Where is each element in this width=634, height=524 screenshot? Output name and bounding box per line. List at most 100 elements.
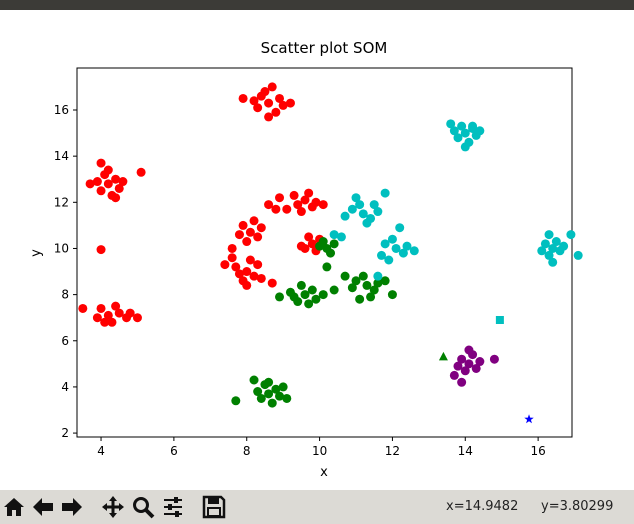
point: [278, 382, 288, 392]
save-button[interactable]: [201, 494, 227, 520]
point: [347, 283, 357, 293]
point: [329, 285, 339, 295]
point: [267, 398, 277, 408]
point: [264, 98, 274, 108]
point: [103, 179, 113, 189]
point: [231, 396, 241, 406]
point: [234, 269, 244, 279]
pan-button[interactable]: [100, 494, 126, 520]
y-axis-label: y: [29, 249, 44, 257]
y-tick-label: 6: [61, 334, 69, 348]
point: [326, 248, 336, 258]
point: [278, 100, 288, 110]
x-axis-label: x: [320, 465, 328, 480]
point: [460, 142, 470, 152]
point: [457, 354, 467, 364]
point: [220, 260, 230, 270]
point: [85, 179, 95, 189]
point: [103, 310, 113, 320]
point: [358, 209, 368, 219]
point: [453, 133, 463, 143]
point: [271, 384, 281, 394]
point: [96, 186, 106, 196]
point: [285, 287, 295, 297]
point: [275, 193, 285, 203]
y-tick-label: 4: [61, 380, 69, 394]
y-tick-label: 8: [61, 288, 69, 302]
point: [340, 211, 350, 221]
point: [460, 128, 470, 138]
point: [384, 255, 394, 265]
point: [355, 200, 365, 210]
point: [489, 354, 499, 364]
forward-button[interactable]: [59, 494, 85, 520]
plot-frame: [76, 67, 573, 438]
point: [300, 290, 310, 300]
point: [322, 262, 332, 272]
point: [111, 301, 121, 311]
point: [242, 280, 252, 290]
point: [92, 177, 102, 187]
point: [351, 276, 361, 286]
point: [559, 241, 569, 251]
point: [446, 119, 456, 129]
point: [227, 243, 237, 253]
zoom-button[interactable]: [130, 494, 156, 520]
point: [391, 243, 401, 253]
point: [271, 204, 281, 214]
point: [304, 232, 314, 242]
point: [275, 391, 285, 401]
point: [457, 377, 467, 387]
point: [264, 200, 274, 210]
point: [398, 248, 408, 258]
point: [329, 230, 339, 240]
y-tick-label: 12: [54, 195, 69, 209]
point: [464, 359, 474, 369]
point: [249, 96, 259, 106]
point: [336, 232, 346, 242]
point: [249, 271, 259, 281]
x-tick-label: 4: [97, 444, 105, 458]
point: [387, 290, 397, 300]
point: [377, 250, 387, 260]
point: [355, 294, 365, 304]
point: [318, 200, 328, 210]
home-button[interactable]: [1, 494, 27, 520]
point: [253, 103, 263, 113]
point: [449, 126, 459, 136]
point: [387, 234, 397, 244]
point: [524, 414, 534, 424]
point: [293, 297, 303, 307]
point: [96, 245, 106, 255]
cursor-x: x=14.9482: [446, 499, 519, 514]
point: [245, 255, 255, 265]
point: [347, 204, 357, 214]
point: [438, 351, 448, 361]
y-tick-label: 2: [61, 426, 69, 440]
point: [380, 239, 390, 249]
point: [340, 271, 350, 281]
point: [253, 260, 263, 270]
point: [100, 317, 110, 327]
point: [460, 366, 470, 376]
point: [132, 313, 142, 323]
point: [238, 220, 248, 230]
point: [296, 280, 306, 290]
cursor-y: y=3.80299: [541, 499, 614, 514]
point: [373, 278, 383, 288]
back-button[interactable]: [30, 494, 56, 520]
point: [362, 280, 372, 290]
configure-button[interactable]: [160, 494, 186, 520]
point: [369, 285, 379, 295]
x-tick-label: 8: [243, 444, 251, 458]
point: [275, 93, 285, 103]
point: [107, 317, 117, 327]
point: [457, 121, 467, 131]
point: [495, 316, 504, 324]
point: [253, 387, 263, 397]
y-tick-label: 10: [54, 241, 69, 255]
point: [96, 158, 106, 168]
point: [540, 239, 550, 249]
point: [362, 218, 372, 228]
